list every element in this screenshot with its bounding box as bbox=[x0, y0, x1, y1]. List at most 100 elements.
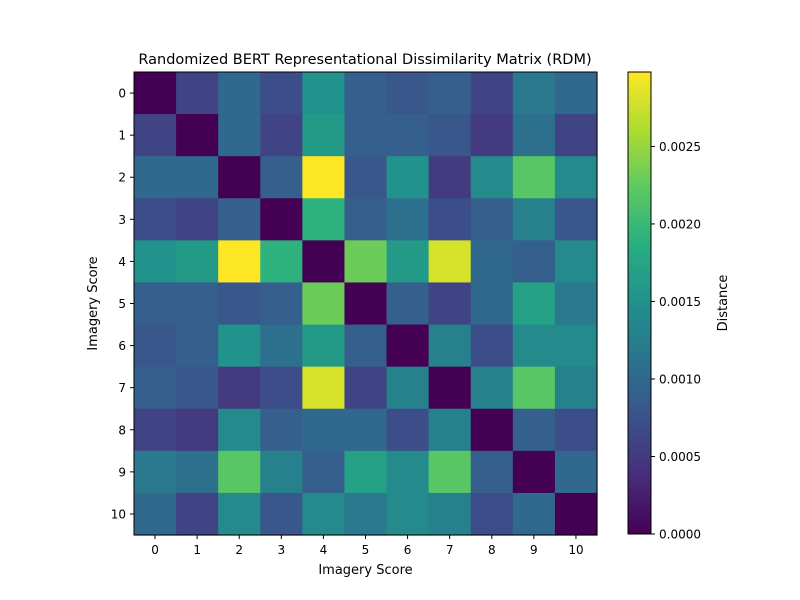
heatmap-cell bbox=[512, 240, 556, 284]
y-tick-label: 8 bbox=[118, 423, 126, 437]
heatmap-cell bbox=[428, 492, 472, 536]
heatmap-cell bbox=[344, 450, 388, 494]
heatmap-cell bbox=[512, 324, 556, 368]
heatmap-cell bbox=[512, 72, 556, 115]
heatmap-cell bbox=[386, 282, 430, 326]
heatmap-cell bbox=[428, 240, 472, 284]
heatmap-cell bbox=[176, 114, 219, 157]
heatmap-cell bbox=[218, 408, 261, 452]
heatmap-cell bbox=[218, 450, 261, 494]
heatmap-cell bbox=[470, 282, 514, 326]
heatmap-cell bbox=[470, 324, 514, 368]
colorbar-tick-label: 0.0025 bbox=[659, 140, 701, 154]
colorbar-tick-label: 0.0010 bbox=[659, 372, 701, 386]
heatmap-cell bbox=[428, 324, 472, 368]
colorbar-frame bbox=[627, 71, 652, 535]
heatmap-cell bbox=[176, 492, 219, 536]
x-tick-label: 2 bbox=[235, 543, 243, 557]
heatmap-cell bbox=[260, 366, 303, 410]
heatmap-cell bbox=[134, 240, 177, 284]
x-tick-label: 3 bbox=[277, 543, 285, 557]
heatmap-cell bbox=[302, 408, 346, 452]
heatmap-cell bbox=[260, 282, 303, 326]
heatmap-cell bbox=[218, 324, 261, 368]
heatmap-cell bbox=[218, 240, 261, 284]
heatmap-cell bbox=[260, 114, 303, 157]
heatmap-cell bbox=[134, 366, 177, 410]
heatmap-cell bbox=[470, 450, 514, 494]
y-tick-label: 7 bbox=[118, 381, 126, 395]
heatmap-cell bbox=[260, 156, 303, 199]
heatmap-cell bbox=[512, 366, 556, 410]
heatmap-cell bbox=[344, 72, 388, 115]
colorbar-tick-label: 0.0015 bbox=[659, 295, 701, 309]
heatmap-cell bbox=[554, 366, 598, 410]
heatmap-cell bbox=[554, 282, 598, 326]
heatmap-cell bbox=[134, 198, 177, 241]
heatmap-cell bbox=[554, 408, 598, 452]
heatmap-cell bbox=[134, 408, 177, 452]
heatmap-cell bbox=[554, 492, 598, 536]
heatmap-cell bbox=[302, 366, 346, 410]
heatmap-cell bbox=[512, 492, 556, 536]
heatmap-cell bbox=[470, 72, 514, 115]
heatmap-cell bbox=[176, 408, 219, 452]
colorbar-ticks: 0.0000 0.0005 0.0010 0.0015 0.0020 0.0025 bbox=[651, 140, 701, 542]
heatmap-cell bbox=[134, 450, 177, 494]
heatmap-cell bbox=[554, 324, 598, 368]
x-tick-label: 4 bbox=[320, 543, 328, 557]
heatmap-cell bbox=[218, 198, 261, 241]
heatmap-cell bbox=[386, 408, 430, 452]
y-axis: 0 1 2 3 4 5 6 7 8 9 10 bbox=[111, 87, 134, 521]
heatmap-cell bbox=[134, 114, 177, 157]
colorbar-tick-label: 0.0020 bbox=[659, 217, 701, 231]
y-tick-label: 1 bbox=[118, 129, 126, 143]
heatmap-cell bbox=[134, 72, 177, 115]
heatmap-cell bbox=[344, 240, 388, 284]
heatmap-cell bbox=[470, 114, 514, 157]
heatmap-cell bbox=[470, 366, 514, 410]
heatmap-cell bbox=[302, 282, 346, 326]
x-tick-label: 9 bbox=[530, 543, 538, 557]
heatmap-cell bbox=[260, 240, 303, 284]
heatmap-cell bbox=[302, 198, 346, 241]
heatmap-cell bbox=[428, 450, 472, 494]
heatmap-cell bbox=[176, 156, 219, 199]
heatmap-cell bbox=[176, 198, 219, 241]
heatmap-cell bbox=[554, 198, 598, 241]
heatmap-cell bbox=[428, 156, 472, 199]
colorbar: 0.0000 0.0005 0.0010 0.0015 0.0020 0.0025 Dis… bbox=[627, 71, 731, 542]
heatmap-cell bbox=[134, 156, 177, 199]
heatmap-cell bbox=[344, 366, 388, 410]
y-tick-label: 5 bbox=[118, 297, 126, 311]
heatmap-cell bbox=[386, 492, 430, 536]
heatmap-cell bbox=[386, 156, 430, 199]
x-tick-label: 7 bbox=[446, 543, 454, 557]
heatmap-cell bbox=[218, 72, 261, 115]
heatmap-cell bbox=[470, 156, 514, 199]
heatmap-cell bbox=[218, 492, 261, 536]
chart-title: Randomized BERT Representational Dissimi… bbox=[138, 52, 591, 68]
y-tick-label: 6 bbox=[118, 339, 126, 353]
heatmap-cell bbox=[302, 72, 346, 115]
heatmap-cell bbox=[428, 366, 472, 410]
heatmap-cell bbox=[344, 408, 388, 452]
heatmap-cell bbox=[260, 324, 303, 368]
x-axis-label: Imagery Score bbox=[318, 563, 412, 578]
heatmap-cell bbox=[302, 240, 346, 284]
heatmap-cell bbox=[554, 240, 598, 284]
heatmap-cell bbox=[344, 114, 388, 157]
heatmap-cell bbox=[428, 114, 472, 157]
colorbar-tick-label: 0.0000 bbox=[659, 528, 701, 542]
heatmap-cell bbox=[260, 198, 303, 241]
heatmap-cell bbox=[470, 408, 514, 452]
heatmap-cell bbox=[344, 324, 388, 368]
heatmap-cell bbox=[302, 324, 346, 368]
heatmap-cell bbox=[302, 156, 346, 199]
heatmap-cell bbox=[428, 282, 472, 326]
heatmap-cell bbox=[386, 114, 430, 157]
colorbar-gradient bbox=[628, 72, 651, 534]
colorbar-tick-label: 0.0005 bbox=[659, 450, 701, 464]
heatmap-cell bbox=[344, 282, 388, 326]
